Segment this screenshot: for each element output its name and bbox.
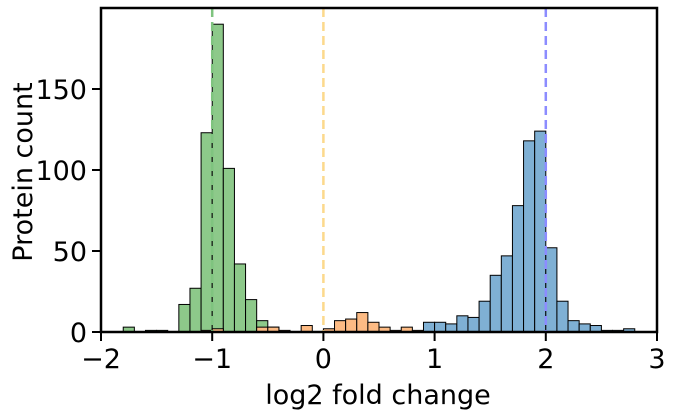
- bar: [545, 247, 558, 333]
- y-tick-label: 150: [35, 75, 87, 106]
- bar: [211, 23, 224, 333]
- bar: [356, 312, 369, 333]
- y-axis-label: Protein count: [8, 82, 39, 261]
- bar: [556, 300, 569, 333]
- bar: [189, 287, 202, 333]
- x-tick-label: 2: [537, 344, 554, 375]
- bar: [511, 205, 525, 333]
- bar: [456, 315, 469, 333]
- bar: [467, 316, 480, 333]
- bar: [500, 255, 513, 333]
- bar: [567, 320, 580, 333]
- y-tick-label: 0: [70, 318, 87, 349]
- bar: [345, 318, 358, 333]
- y-tick-label: 100: [35, 156, 87, 187]
- plot-frame: [99, 6, 659, 334]
- bar: [523, 140, 536, 333]
- bar: [489, 274, 502, 333]
- x-tick-label: 0: [315, 344, 332, 375]
- bar: [334, 320, 347, 333]
- x-tick-label: −1: [192, 344, 232, 375]
- bar: [245, 299, 258, 333]
- x-tick-label: −2: [81, 344, 121, 375]
- y-tick-label: 50: [53, 237, 87, 268]
- bar: [422, 321, 436, 333]
- bar: [233, 263, 247, 333]
- x-tick-label: 3: [648, 344, 665, 375]
- bar: [534, 130, 547, 333]
- bar: [478, 300, 491, 333]
- bar: [178, 303, 191, 333]
- bar: [200, 132, 213, 333]
- x-axis-label: log2 fold change: [265, 380, 491, 411]
- bar: [434, 321, 447, 333]
- bar: [367, 321, 380, 333]
- bar: [222, 167, 235, 333]
- x-tick-label: 1: [426, 344, 443, 375]
